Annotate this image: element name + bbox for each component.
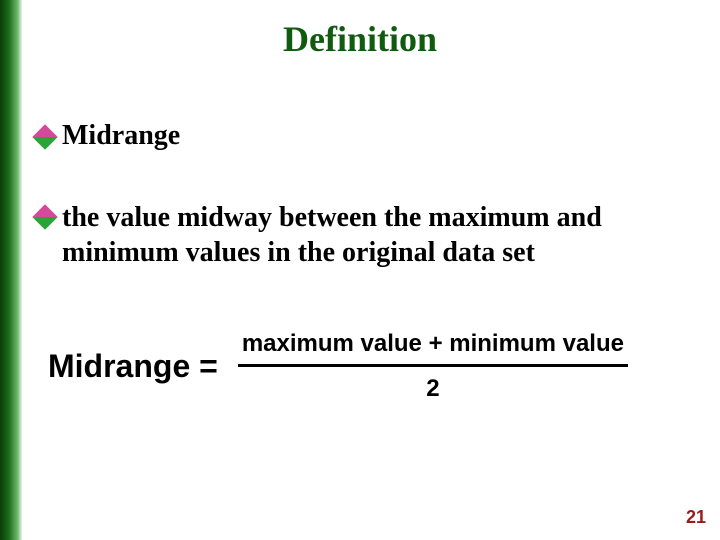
slide-title-text: Definition bbox=[283, 19, 437, 59]
diamond-bullet-icon bbox=[32, 124, 57, 149]
page-number-text: 21 bbox=[686, 507, 706, 527]
bullet-text: the value midway between the maximum and… bbox=[62, 200, 688, 270]
slide-title: Definition bbox=[0, 18, 720, 60]
formula-denominator: 2 bbox=[426, 367, 439, 403]
midrange-formula: Midrange = maximum value + minimum value… bbox=[48, 330, 690, 403]
formula-numerator: maximum value + minimum value bbox=[238, 330, 628, 364]
diamond-bullet-icon bbox=[32, 204, 57, 229]
formula-fraction: maximum value + minimum value 2 bbox=[238, 330, 628, 403]
bullet-row-1: Midrange bbox=[36, 120, 180, 152]
left-accent-bar bbox=[0, 0, 22, 540]
bullet-row-2: the value midway between the maximum and… bbox=[36, 200, 690, 270]
page-number: 21 bbox=[686, 507, 706, 528]
bullet-text: Midrange bbox=[62, 120, 180, 152]
formula-lhs: Midrange = bbox=[48, 348, 218, 385]
